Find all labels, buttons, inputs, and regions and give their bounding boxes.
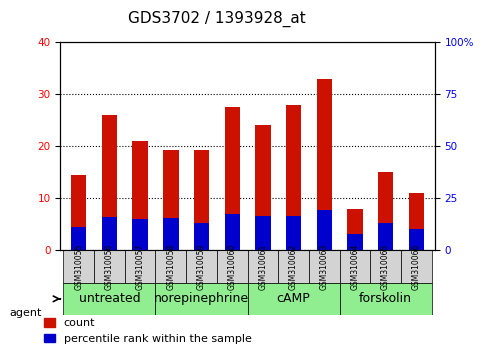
Bar <box>255 125 270 250</box>
Text: GSM310057: GSM310057 <box>136 243 144 290</box>
Bar <box>378 172 393 250</box>
Text: GSM310066: GSM310066 <box>412 243 421 290</box>
Text: GSM310062: GSM310062 <box>289 243 298 290</box>
Bar <box>163 218 179 250</box>
Bar <box>409 229 424 250</box>
FancyBboxPatch shape <box>186 250 217 282</box>
FancyBboxPatch shape <box>94 250 125 282</box>
FancyBboxPatch shape <box>248 250 278 282</box>
FancyBboxPatch shape <box>370 250 401 282</box>
FancyBboxPatch shape <box>340 250 370 282</box>
Text: GSM310065: GSM310065 <box>381 243 390 290</box>
Text: GSM310060: GSM310060 <box>227 243 237 290</box>
Bar <box>102 217 117 250</box>
Text: untreated: untreated <box>79 292 140 306</box>
Text: GSM310063: GSM310063 <box>320 243 329 290</box>
Bar <box>163 150 179 250</box>
Bar <box>194 223 209 250</box>
Text: cAMP: cAMP <box>277 292 311 306</box>
Bar <box>132 141 148 250</box>
Bar <box>316 79 332 250</box>
Bar <box>225 107 240 250</box>
Bar <box>132 218 148 250</box>
FancyBboxPatch shape <box>217 250 248 282</box>
FancyBboxPatch shape <box>340 282 432 315</box>
FancyBboxPatch shape <box>156 250 186 282</box>
Text: GSM310061: GSM310061 <box>258 243 268 290</box>
Bar <box>409 193 424 250</box>
Bar <box>225 214 240 250</box>
FancyBboxPatch shape <box>63 282 156 315</box>
Bar <box>194 150 209 250</box>
Text: GSM310055: GSM310055 <box>74 243 83 290</box>
FancyBboxPatch shape <box>401 250 432 282</box>
Text: forskolin: forskolin <box>359 292 412 306</box>
Bar <box>71 175 86 250</box>
Text: GSM310064: GSM310064 <box>351 243 359 290</box>
Text: GSM310059: GSM310059 <box>197 243 206 290</box>
Text: agent: agent <box>10 308 42 318</box>
Bar <box>102 115 117 250</box>
FancyBboxPatch shape <box>125 250 156 282</box>
Bar <box>286 105 301 250</box>
Legend: count, percentile rank within the sample: count, percentile rank within the sample <box>40 314 256 348</box>
FancyBboxPatch shape <box>156 282 248 315</box>
Text: GDS3702 / 1393928_at: GDS3702 / 1393928_at <box>128 11 306 27</box>
Text: norepinephrine: norepinephrine <box>154 292 249 306</box>
Text: GSM310058: GSM310058 <box>166 243 175 290</box>
FancyBboxPatch shape <box>248 282 340 315</box>
Text: GSM310056: GSM310056 <box>105 243 114 290</box>
FancyBboxPatch shape <box>309 250 340 282</box>
Bar <box>286 216 301 250</box>
Bar <box>255 216 270 250</box>
FancyBboxPatch shape <box>278 250 309 282</box>
Bar <box>347 209 363 250</box>
Bar <box>316 210 332 250</box>
FancyBboxPatch shape <box>63 250 94 282</box>
Bar <box>71 227 86 250</box>
Bar <box>347 234 363 250</box>
Bar <box>378 223 393 250</box>
